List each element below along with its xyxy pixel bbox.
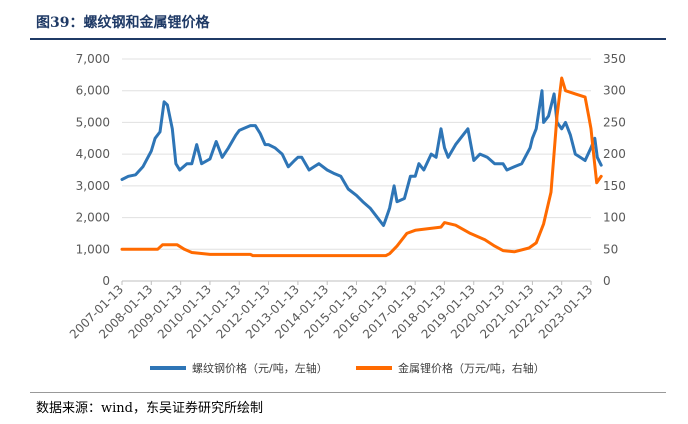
legend: 螺纹钢价格（元/吨，左轴） 金属锂价格（万元/吨，右轴） [150, 361, 545, 375]
right-tick-label: 50 [603, 242, 618, 256]
left-tick-label: 1,000 [76, 242, 110, 256]
legend-label-lithium: 金属锂价格（万元/吨，右轴） [398, 361, 545, 375]
right-tick-label: 150 [603, 179, 626, 193]
left-tick-label: 0 [102, 274, 110, 288]
left-tick-label: 6,000 [76, 84, 110, 98]
series-rebar-line [120, 89, 603, 227]
left-axis-ticks: 0 1,000 2,000 3,000 4,000 5,000 6,000 7,000 [76, 52, 110, 288]
x-axis-ticks: 2007-01-132008-01-132009-01-132010-01-13… [67, 281, 595, 341]
source-rule [30, 392, 666, 393]
left-tick-label: 2,000 [76, 211, 110, 225]
right-tick-label: 350 [603, 52, 626, 66]
right-tick-label: 100 [603, 211, 626, 225]
title-rule [30, 38, 666, 40]
right-tick-label: 200 [603, 147, 626, 161]
gridlines [122, 58, 591, 250]
right-tick-label: 0 [603, 274, 611, 288]
right-tick-label: 300 [603, 84, 626, 98]
right-axis-ticks: 0 50 100 150 200 250 300 350 [603, 52, 626, 288]
legend-label-rebar: 螺纹钢价格（元/吨，左轴） [192, 361, 328, 375]
source-note: 数据来源：wind，东吴证券研究所绘制 [36, 401, 263, 416]
right-tick-label: 250 [603, 115, 626, 129]
figure-title: 图39：螺纹钢和金属锂价格 [36, 15, 210, 31]
left-tick-label: 7,000 [76, 52, 110, 66]
left-tick-label: 4,000 [76, 147, 110, 161]
left-tick-label: 5,000 [76, 115, 110, 129]
left-tick-label: 3,000 [76, 179, 110, 193]
series-lithium-line [120, 76, 603, 258]
